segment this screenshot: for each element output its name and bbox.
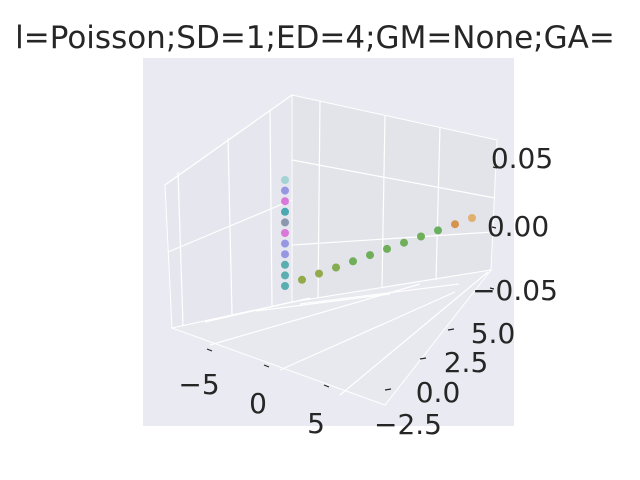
left-pane-gridline — [177, 171, 184, 327]
tick-mark — [491, 226, 497, 229]
scatter-point — [468, 214, 476, 222]
z-gridline — [291, 231, 494, 246]
floor-gridline — [204, 297, 311, 323]
z-gridline — [291, 159, 496, 199]
chart-title: l=Poisson;SD=1;ED=4;GM=None;GA= — [15, 20, 615, 56]
tick-mark — [206, 348, 213, 352]
back-pane-gridline — [435, 126, 441, 281]
tick-label: −2.5 — [374, 408, 442, 441]
data-points — [281, 176, 476, 290]
left-pane-gridline — [269, 109, 273, 307]
tick-mark — [263, 364, 270, 368]
scatter-point — [315, 269, 323, 278]
scatter-point — [366, 251, 374, 260]
tick-label: −0.05 — [472, 274, 558, 307]
tick-mark — [323, 384, 330, 388]
tick-label: 0 — [249, 387, 267, 420]
scatter-point — [383, 244, 391, 253]
axis-panes — [164, 94, 498, 406]
tick-label: −5 — [178, 368, 219, 401]
scatter-point — [281, 207, 289, 216]
scatter-point — [434, 226, 442, 235]
scatter-point — [281, 176, 289, 184]
scatter-point — [281, 186, 289, 195]
back-pane-gridline — [317, 100, 321, 299]
tick-label: 5 — [307, 407, 325, 440]
tick-label: 0.00 — [487, 210, 549, 243]
floor-gridline — [209, 283, 421, 346]
tick-label: 0.05 — [491, 142, 553, 175]
scatter-point — [400, 238, 408, 247]
scatter-point — [281, 260, 289, 269]
floor-gridline — [339, 271, 489, 396]
scatter-point — [281, 218, 289, 227]
scatter-point — [281, 229, 289, 237]
tick-mark — [419, 357, 427, 360]
scatter-point — [451, 220, 459, 229]
tick-label: 0.0 — [416, 376, 461, 409]
tick-mark — [492, 166, 498, 169]
tick-label: 5.0 — [471, 317, 516, 350]
floor-gridline — [279, 291, 456, 371]
grid-lines — [164, 94, 498, 396]
scatter-point — [281, 250, 289, 259]
scatter-point — [298, 275, 306, 284]
back-pane-gridline — [381, 114, 386, 289]
scatter-point — [281, 197, 289, 206]
scatter-point — [349, 257, 357, 266]
z-gridline — [167, 199, 293, 253]
scatter-point — [281, 239, 289, 248]
tick-label: 2.5 — [444, 346, 489, 379]
tick-mark — [384, 388, 392, 391]
tick-mark — [447, 328, 455, 331]
scatter-point — [417, 232, 425, 241]
floor-gridline — [299, 283, 460, 305]
floor-gridline — [255, 293, 391, 312]
tick-mark — [489, 287, 495, 290]
scatter-point — [332, 263, 340, 272]
scatter-point — [281, 282, 289, 290]
tick-labels: −5 0 5 −2.50.02.55.0 0.05 0.00 −0.05 — [178, 142, 558, 441]
scatter-point — [281, 271, 289, 280]
z-gridline — [164, 94, 293, 186]
